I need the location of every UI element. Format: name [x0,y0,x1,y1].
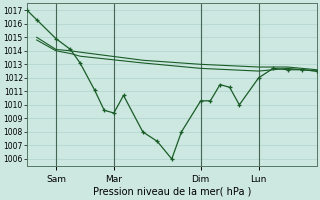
X-axis label: Pression niveau de la mer( hPa ): Pression niveau de la mer( hPa ) [92,187,251,197]
